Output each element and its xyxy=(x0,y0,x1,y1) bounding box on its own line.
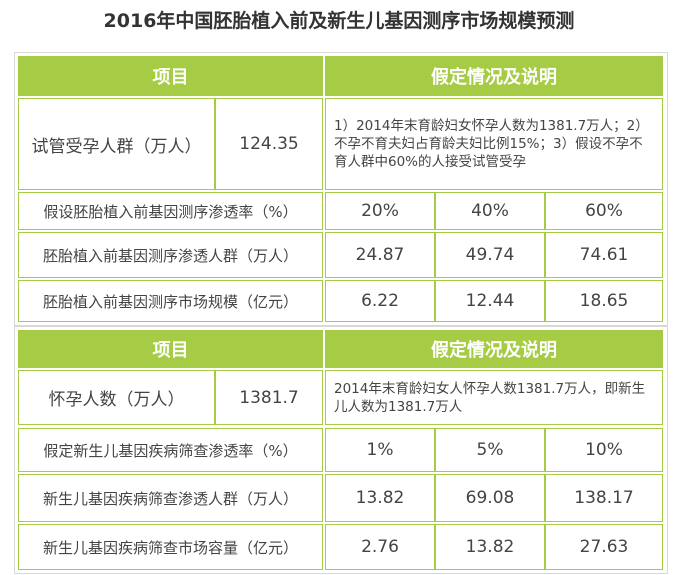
cell-value: 60% xyxy=(545,192,663,230)
cell-note: 1）2014年末育龄妇女怀孕人数为1381.7万人；2）不孕不育夫妇占育龄夫妇比… xyxy=(325,98,663,190)
table-frame xyxy=(14,52,668,326)
cell-value: 1381.7 xyxy=(215,370,323,425)
cell-value: 27.63 xyxy=(545,524,663,570)
cell-note: 2014年末育龄妇女人怀孕人数1381.7万人，即新生儿人数为1381.7万人 xyxy=(325,370,663,425)
cell-value: 5% xyxy=(435,428,545,472)
row-label: 试管受孕人群（万人） xyxy=(18,98,215,190)
cell-value: 20% xyxy=(325,192,435,230)
cell-value: 18.65 xyxy=(545,280,663,322)
header-cell: 假定情况及说明 xyxy=(325,330,663,368)
cell-value: 13.82 xyxy=(325,474,435,522)
header-cell: 假定情况及说明 xyxy=(325,56,663,96)
cell-value: 1% xyxy=(325,428,435,472)
table-frame xyxy=(14,326,668,574)
title: 2016年中国胚胎植入前及新生儿基因测序市场规模预测 xyxy=(103,10,575,32)
header-cell: 项目 xyxy=(18,56,323,96)
row-label: 新生儿基因疾病筛查市场容量（亿元） xyxy=(18,524,323,570)
cell-value: 13.82 xyxy=(435,524,545,570)
row-label: 怀孕人数（万人） xyxy=(18,370,215,425)
cell-value: 49.74 xyxy=(435,232,545,278)
cell-value: 69.08 xyxy=(435,474,545,522)
row-label: 假定新生儿基因疾病筛查渗透率（%） xyxy=(18,428,323,472)
header-cell: 项目 xyxy=(18,330,323,368)
cell-value: 124.35 xyxy=(215,98,323,190)
cell-value: 40% xyxy=(435,192,545,230)
cell-value: 2.76 xyxy=(325,524,435,570)
row-label: 新生儿基因疾病筛查渗透人群（万人） xyxy=(18,474,323,522)
cell-value: 6.22 xyxy=(325,280,435,322)
cell-value: 12.44 xyxy=(435,280,545,322)
cell-value: 24.87 xyxy=(325,232,435,278)
cell-value: 138.17 xyxy=(545,474,663,522)
cell-value: 10% xyxy=(545,428,663,472)
row-label: 假设胚胎植入前基因测序渗透率（%） xyxy=(18,192,323,230)
row-label: 胚胎植入前基因测序市场规模（亿元） xyxy=(18,280,323,322)
cell-value: 74.61 xyxy=(545,232,663,278)
row-label: 胚胎植入前基因测序渗透人群（万人） xyxy=(18,232,323,278)
